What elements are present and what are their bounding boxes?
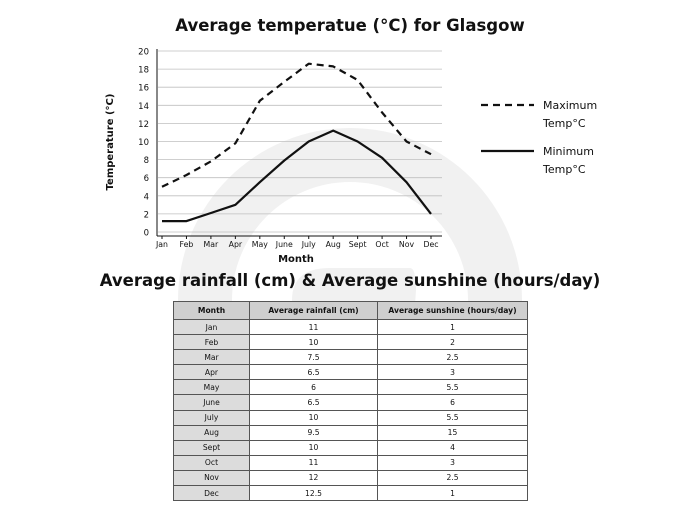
x-tick-label: Sept xyxy=(349,240,367,249)
y-tick-label: 14 xyxy=(138,102,149,112)
table-title: Average rainfall (cm) & Average sunshine… xyxy=(99,271,601,290)
table-cell: 6 xyxy=(377,394,528,411)
table-row: Oct 11 3 xyxy=(173,454,528,471)
x-tick-label: Jan xyxy=(155,240,168,249)
table-cell: 6.5 xyxy=(249,394,378,411)
table-cell: 12 xyxy=(249,469,378,487)
y-tick-label: 12 xyxy=(138,120,149,130)
y-tick-label: 10 xyxy=(138,138,149,148)
x-tick-label: Mar xyxy=(204,240,220,249)
table-month-cell: Oct xyxy=(173,454,250,471)
series-line-minimum xyxy=(162,129,432,223)
x-tick-label: Apr xyxy=(229,240,243,249)
line-chart: 0 2 4 6 8 10 12 14 16 18 20 Jan Feb Mar Apr May June July… xyxy=(105,48,597,266)
table-cell: 10 xyxy=(249,334,378,351)
table-month-cell: Sept xyxy=(173,439,250,456)
table-month-cell: Apr xyxy=(173,364,250,381)
y-tick-label: 18 xyxy=(138,66,149,76)
table-month-cell: Nov xyxy=(173,469,250,487)
table-cell: 1 xyxy=(377,485,528,502)
y-tick-label: 4 xyxy=(144,192,149,202)
table-cell: 2.5 xyxy=(377,469,528,487)
y-tick-label: 20 xyxy=(138,48,149,58)
x-tick-label: Feb xyxy=(180,240,194,249)
y-tick-label: 8 xyxy=(144,156,149,166)
table-cell: 11 xyxy=(249,318,378,336)
x-tick-label: Dec xyxy=(423,240,438,249)
table-cell: 1 xyxy=(377,318,528,336)
table-header-row: Month Average rainfall (cm) Average sunshi… xyxy=(173,301,528,320)
x-tick-label: Aug xyxy=(326,240,341,249)
table-header-cell: Average rainfall (cm) xyxy=(249,301,378,320)
y-tick-label: 2 xyxy=(144,210,149,220)
table-month-cell: Mar xyxy=(173,349,250,366)
data-table: Month Average rainfall (cm) Average sunshi… xyxy=(173,301,528,502)
table-cell: 3 xyxy=(377,454,528,471)
table-row: May 6 5.5 xyxy=(173,379,528,396)
table-cell: 11 xyxy=(249,454,378,471)
x-tick-label: May xyxy=(252,240,269,249)
table-header-cell: Average sunshine (hours/day) xyxy=(377,301,528,320)
series-line-maximum xyxy=(161,62,432,188)
x-tick-label: Oct xyxy=(375,240,388,249)
table-month-cell: Aug xyxy=(173,424,250,441)
table-cell: 5.5 xyxy=(377,409,528,426)
table-row: Apr 6.5 3 xyxy=(173,364,528,381)
table-row: Sept 10 4 xyxy=(173,439,528,456)
table-cell: 15 xyxy=(377,424,528,441)
table-cell: 3 xyxy=(377,364,528,381)
y-tick-label: 6 xyxy=(144,174,149,184)
table-cell: 12.5 xyxy=(249,485,378,502)
table-cell: 7.5 xyxy=(249,349,378,366)
legend-label-minimum: Minimum Temp°C xyxy=(542,145,594,176)
table-row: Feb 10 2 xyxy=(173,334,528,351)
table-row: Mar 7.5 2.5 xyxy=(173,349,528,366)
table-month-cell: July xyxy=(173,409,250,426)
table-month-cell: June xyxy=(173,394,250,411)
table-month-cell: Feb xyxy=(173,334,250,351)
table-row: Nov 12 2.5 xyxy=(173,469,528,487)
legend-label-maximum: Maximum Temp°C xyxy=(542,99,597,130)
table-month-cell: Jan xyxy=(173,318,250,336)
y-axis-label: Temperature (°C) xyxy=(105,94,116,191)
table-cell: 4 xyxy=(377,439,528,456)
x-tick-label: July xyxy=(301,240,316,249)
x-axis-label: Month xyxy=(278,254,314,265)
table-cell: 6.5 xyxy=(249,364,378,381)
table-header-cell: Month xyxy=(173,301,250,320)
table-cell: 2 xyxy=(377,334,528,351)
table-cell: 6 xyxy=(249,379,378,396)
table-cell: 5.5 xyxy=(377,379,528,396)
table-cell: 9.5 xyxy=(249,424,378,441)
y-tick-label: 16 xyxy=(138,84,149,94)
table-row: July 10 5.5 xyxy=(173,409,528,426)
table-row: Jan 11 1 xyxy=(173,318,528,336)
table-cell: 2.5 xyxy=(377,349,528,366)
table-row: Aug 9.5 15 xyxy=(173,424,528,441)
table-row: June 6.5 6 xyxy=(173,394,528,411)
table-cell: 10 xyxy=(249,409,378,426)
x-tick-label: June xyxy=(275,240,293,249)
table-row: Dec 12.5 1 xyxy=(173,485,528,502)
table-cell: 10 xyxy=(249,439,378,456)
table-month-cell: Dec xyxy=(173,485,250,502)
table-month-cell: May xyxy=(173,379,250,396)
x-tick-label: Nov xyxy=(399,240,415,249)
chart-title: Average temperatue (°C) for Glasgow xyxy=(175,16,525,35)
y-tick-label: 0 xyxy=(144,229,149,239)
